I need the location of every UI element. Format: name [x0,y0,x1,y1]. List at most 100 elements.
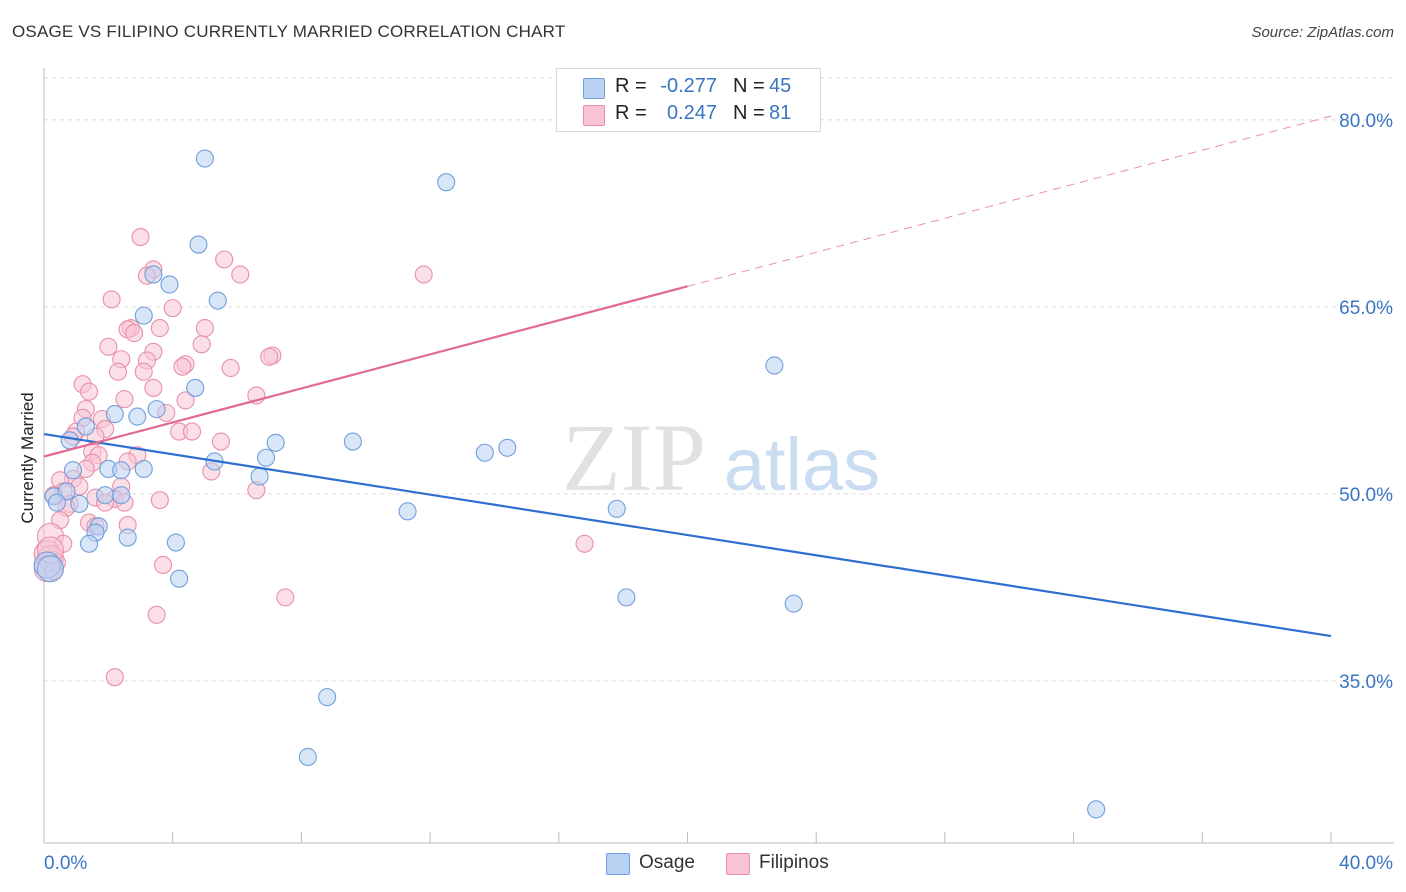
filipinos-point [105,668,124,687]
filipinos-point [414,265,433,284]
filipinos-point [176,391,195,410]
trend-lines [43,115,1332,638]
osage-point [118,528,137,547]
osage-point [79,534,99,553]
osage-point [186,378,205,397]
osage-point [475,443,494,462]
osage-point [36,555,64,583]
osage-point [765,356,784,375]
filipinos-point [173,357,192,376]
osage-point [47,493,66,512]
series-legend: Osage Filipinos [0,852,1406,878]
filipinos-trend-line [43,285,688,458]
filipinos-point [231,265,250,284]
osage-point [398,502,417,521]
osage-point [166,533,185,552]
osage-point [170,569,189,588]
y-tick-label: 65.0% [1339,298,1393,319]
osage-point [60,431,79,450]
filipinos-point [115,390,134,409]
legend-r-label: R = [615,75,647,97]
y-tick-label: 80.0% [1339,111,1393,132]
osage-point [318,688,337,707]
osage-point [195,149,214,168]
filipinos-point [131,228,150,247]
legend-r-value: 0.247 [666,102,717,124]
osage-point [784,594,803,613]
osage-point [112,486,131,505]
osage-point [160,275,179,294]
legend-n-label: N = [733,102,765,124]
filipinos-point [260,347,279,366]
series-legend-label: Filipinos [759,852,829,873]
osage-point [298,747,317,767]
filipinos-point [102,290,121,309]
filipinos-point [99,337,118,356]
legend-r-label: R = [615,102,647,124]
osage-point [607,499,626,518]
legend-n-value: 81 [769,102,792,124]
osage-trend-line [43,432,1332,638]
osage-point [96,486,115,505]
watermark: ZIP atlas [562,404,880,511]
osage-point [112,461,131,480]
filipinos-point [147,605,166,624]
tick-labels: 35.0% 50.0% 65.0% 80.0% 0.0% 40.0% [44,111,1393,874]
filipinos-point [182,422,202,441]
y-tick-label: 35.0% [1339,672,1393,693]
osage-point [128,407,147,426]
legend-n-value: 45 [769,75,792,97]
series-legend-label: Osage [639,852,695,873]
y-axis-label: Currently Married [18,392,37,524]
grid-lines [44,77,1394,682]
filipinos-point [150,319,169,338]
filipinos-point [125,324,144,343]
filipinos-swatch [583,105,605,126]
filipinos-points [33,228,594,687]
filipinos-swatch [726,853,750,875]
osage-point [189,235,208,254]
filipinos-point [163,299,182,318]
osage-point [437,173,456,192]
osage-point [63,461,83,480]
legend-row-osage: R = -0.277 N = 45 [557,75,820,101]
osage-point [250,467,269,486]
correlation-legend: R = -0.277 N = 45 R = 0.247 N = 81 [556,68,821,132]
x-tick-label: 0.0% [44,853,87,874]
chart-source: Source: ZipAtlas.com [1251,24,1394,41]
watermark-atlas: atlas [724,423,880,506]
filipinos-point [195,319,214,338]
filipinos-point [144,378,163,397]
filipinos-point [108,362,128,381]
filipinos-point [153,555,173,575]
osage-point [208,291,227,310]
osage-point [144,265,163,284]
chart-title: OSAGE VS FILIPINO CURRENTLY MARRIED CORR… [12,22,566,41]
osage-point [134,459,153,479]
legend-row-filipinos: R = 0.247 N = 81 [557,102,820,128]
filipinos-trend-extension [687,115,1332,287]
legend-r-value: -0.277 [660,75,717,97]
filipinos-point [575,534,594,553]
filipinos-point [150,491,169,510]
osage-point [105,405,124,424]
filipinos-point [134,362,153,381]
osage-point [498,438,517,457]
watermark-zip: ZIP [562,404,706,511]
osage-point [266,433,285,452]
osage-point [70,494,89,513]
axes [43,68,1394,844]
legend-n-label: N = [733,75,765,97]
osage-point [256,448,276,467]
osage-point [76,417,95,436]
filipinos-point [211,432,231,451]
osage-swatch [606,853,630,875]
filipinos-point [79,382,99,401]
osage-points [33,149,1106,819]
filipinos-point [221,358,240,378]
osage-point [134,306,153,325]
filipinos-point [192,335,211,354]
osage-point [1087,800,1106,819]
y-tick-label: 50.0% [1339,485,1393,506]
